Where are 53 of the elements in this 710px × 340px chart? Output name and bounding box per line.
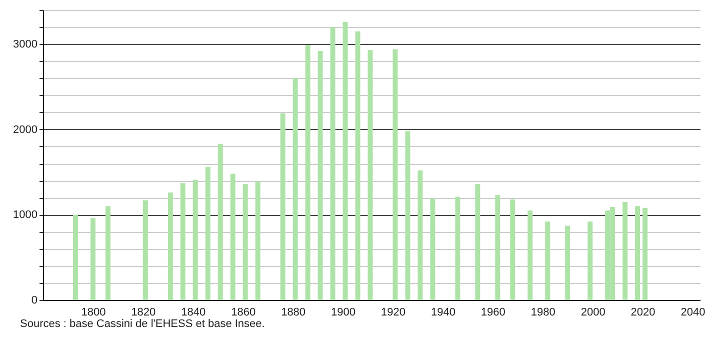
x-tick-label: 1900 [331,306,356,318]
x-tick-label: 2000 [580,306,606,318]
x-tick-label: 1820 [131,306,156,318]
y-tick-label: 3000 [13,38,38,51]
x-tick-label: 1980 [530,306,556,318]
x-tick-label: 2020 [630,306,656,318]
bar [205,166,210,300]
bar [168,192,173,300]
bar [392,49,398,300]
bar [292,78,298,300]
bar [405,131,410,300]
x-tick-label: 1860 [231,306,256,318]
x-tick-label: 1940 [430,306,456,318]
bar [528,210,533,300]
bar [242,184,248,300]
source-note: Sources : base Cassini de l'EHESS et base Insee. [20,318,265,330]
bar [565,226,570,300]
bar [105,206,110,300]
bar [280,113,286,300]
bar [342,22,348,300]
x-tick-label: 1840 [181,306,206,318]
bar [495,195,500,300]
bar [455,196,460,300]
y-tick-label: 2000 [13,124,38,136]
bar [510,199,516,300]
bar [305,44,310,300]
bar [430,198,436,300]
x-tick-label: 1920 [380,306,406,318]
bar [545,222,550,300]
bar [642,208,648,300]
x-tick-label: 1960 [480,306,506,318]
x-tick-label: 1800 [81,306,106,318]
bar [355,31,360,300]
bar [90,218,96,300]
bar [622,202,628,300]
bar [255,181,260,300]
bar [588,222,593,300]
y-tick-label: 0 [31,294,38,306]
bar [218,144,223,300]
bar [192,180,198,300]
bar [418,170,423,300]
bar [330,27,336,300]
bar [230,174,236,300]
bar [368,50,373,300]
bar [318,50,323,300]
bar [180,183,186,300]
bar [475,184,480,300]
bar [72,214,78,300]
bar [635,206,640,300]
x-tick-label: 2040 [680,306,706,318]
y-tick-label: 1000 [13,209,38,222]
bar [142,200,148,300]
x-tick-label: 1880 [281,306,306,318]
